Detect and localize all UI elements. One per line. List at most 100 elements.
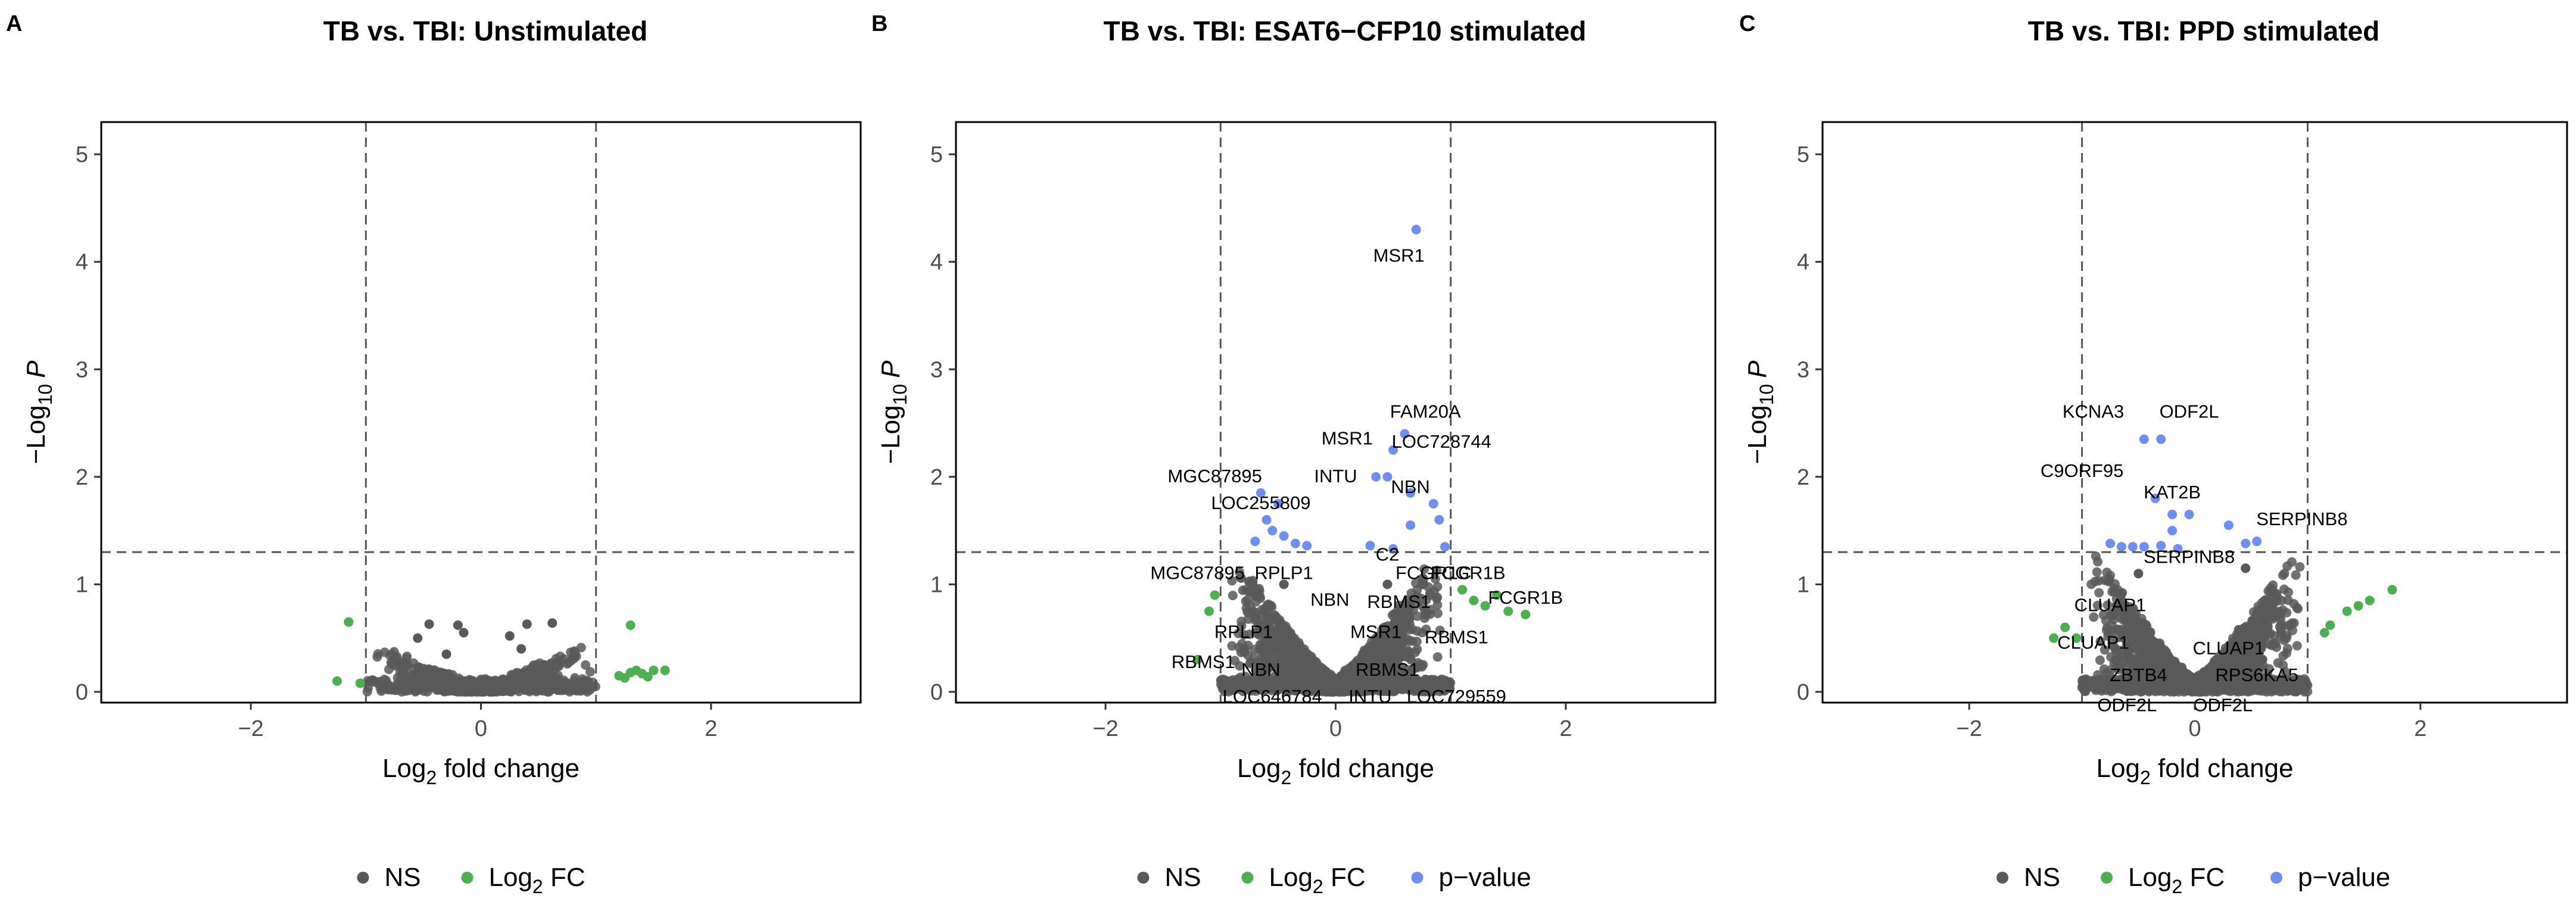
ns-point bbox=[1389, 623, 1399, 633]
y-axis-label: −Log10P bbox=[21, 360, 56, 464]
ns-point bbox=[1432, 565, 1442, 575]
legend-key bbox=[1411, 872, 1424, 884]
ns-point bbox=[576, 642, 586, 653]
ns-point bbox=[1365, 676, 1375, 686]
pvalue-point bbox=[1406, 520, 1416, 531]
gene-label: MGC87895 bbox=[1150, 562, 1245, 583]
ns-point bbox=[424, 619, 434, 629]
ns-point bbox=[1332, 682, 1342, 692]
pvalue-point bbox=[1302, 541, 1312, 551]
ns-point bbox=[1401, 605, 1412, 615]
pvalue-point bbox=[1411, 224, 1421, 235]
ns-point bbox=[2113, 645, 2123, 655]
ns-point bbox=[1432, 609, 1443, 619]
ns-point bbox=[2111, 600, 2122, 610]
ns-point bbox=[1407, 636, 1417, 646]
ns-point bbox=[459, 628, 469, 638]
ns-point bbox=[451, 682, 462, 692]
ns-point bbox=[2112, 633, 2122, 643]
ns-point bbox=[2094, 588, 2104, 598]
pvalue-point bbox=[1388, 445, 1398, 455]
y-tick-label: 3 bbox=[76, 357, 88, 382]
legend-key bbox=[1241, 872, 1254, 884]
ns-point bbox=[2125, 631, 2135, 641]
y-tick-label: 2 bbox=[930, 465, 943, 490]
ns-point bbox=[1227, 641, 1237, 651]
ns-point bbox=[2126, 604, 2136, 614]
ns-point bbox=[453, 620, 463, 630]
ns-point bbox=[2095, 637, 2105, 647]
ns-point bbox=[522, 619, 532, 629]
ns-point bbox=[1404, 619, 1415, 629]
legend: NS Log2 FC bbox=[357, 863, 585, 897]
points-layer bbox=[2049, 434, 2397, 697]
y-tick-label: 0 bbox=[930, 680, 943, 705]
legend-label: NS bbox=[1165, 863, 1201, 892]
ns-point bbox=[1412, 644, 1422, 654]
gene-label: RPLP1 bbox=[1254, 562, 1313, 583]
gene-label: NBN bbox=[1241, 659, 1280, 680]
ns-point bbox=[551, 654, 561, 664]
ns-point bbox=[1263, 614, 1273, 624]
ns-point bbox=[2279, 584, 2289, 594]
y-tick-label: 5 bbox=[76, 142, 88, 167]
ns-point bbox=[2092, 600, 2102, 610]
pvalue-point bbox=[1440, 542, 1450, 552]
ns-point bbox=[2092, 567, 2102, 577]
log2fc-point bbox=[1503, 606, 1513, 616]
ns-point bbox=[1251, 608, 1261, 618]
ns-point bbox=[1412, 591, 1422, 601]
ns-point bbox=[422, 675, 432, 685]
ns-point bbox=[1253, 629, 1263, 639]
gene-label: C2 bbox=[1376, 544, 1400, 565]
gene-label: LOC728744 bbox=[1392, 431, 1491, 452]
x-tick-label: 0 bbox=[475, 716, 487, 741]
panel-title: TB vs. TBI: ESAT6−CFP10 stimulated bbox=[1104, 15, 1587, 46]
ns-point bbox=[1250, 674, 1260, 684]
ns-point bbox=[1261, 665, 1272, 675]
ns-point bbox=[1408, 605, 1418, 614]
ns-point bbox=[1419, 564, 1429, 574]
ns-point bbox=[1385, 631, 1395, 641]
ns-point bbox=[553, 676, 563, 686]
ns-point bbox=[1421, 610, 1431, 620]
ns-point bbox=[465, 675, 475, 685]
y-tick-label: 4 bbox=[76, 250, 88, 275]
legend-label: NS bbox=[385, 863, 421, 892]
ns-point bbox=[375, 683, 385, 693]
ns-point bbox=[1264, 675, 1274, 685]
ns-point bbox=[1388, 670, 1398, 681]
x-axis-label: Log2 fold change bbox=[1237, 754, 1434, 788]
log2fc-point bbox=[1457, 585, 1467, 595]
ns-point bbox=[585, 667, 595, 677]
ns-point bbox=[2277, 595, 2287, 606]
ns-point bbox=[581, 660, 591, 670]
ns-point bbox=[1376, 635, 1386, 645]
ns-point bbox=[1427, 681, 1437, 691]
ns-point bbox=[2119, 656, 2129, 665]
ns-point bbox=[1287, 675, 1297, 685]
ns-point bbox=[1219, 687, 1229, 697]
ns-point bbox=[2213, 658, 2223, 668]
ns-point bbox=[2132, 644, 2142, 654]
ns-point bbox=[1370, 666, 1380, 676]
ns-point bbox=[2131, 635, 2141, 645]
ns-point bbox=[539, 660, 549, 670]
ns-point bbox=[1352, 684, 1362, 694]
gene-label: RBMS1 bbox=[1172, 651, 1235, 672]
ns-point bbox=[504, 631, 515, 641]
log2fc-point bbox=[1204, 606, 1214, 616]
gene-label: LOC255809 bbox=[1211, 492, 1310, 513]
ns-point bbox=[1432, 600, 1443, 610]
ns-point bbox=[1420, 687, 1429, 697]
gene-label: MSR1 bbox=[1350, 622, 1401, 642]
ns-point bbox=[1228, 591, 1238, 601]
ns-point bbox=[2220, 650, 2231, 660]
log2fc-point bbox=[660, 665, 670, 675]
gene-label: FCGR1C bbox=[1396, 562, 1471, 583]
ns-point bbox=[2102, 600, 2113, 610]
ns-point bbox=[1300, 664, 1310, 674]
ns-point bbox=[1235, 661, 1245, 671]
